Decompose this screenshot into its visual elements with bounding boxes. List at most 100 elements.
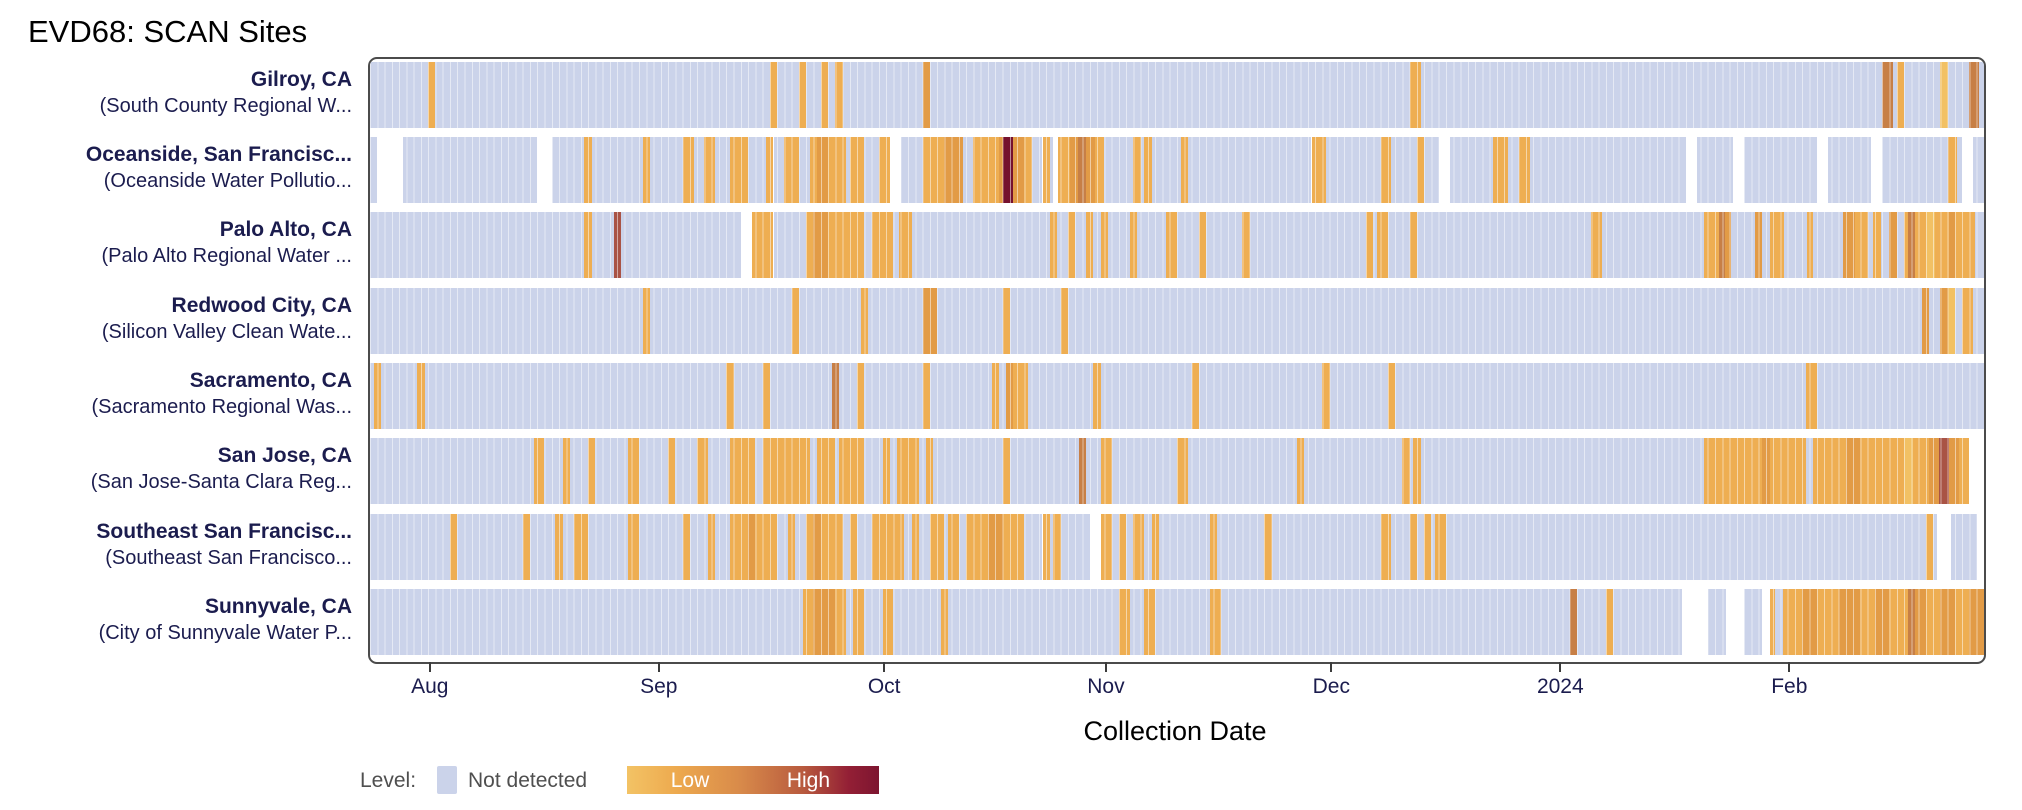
heatmap-segment-l2 xyxy=(1783,589,1803,656)
heatmap-segment-l2 xyxy=(1118,589,1130,656)
heatmap-segment-l2 xyxy=(1854,212,1868,279)
heatmap-segment-l4 xyxy=(831,363,839,429)
heatmap-segment-nd xyxy=(1387,212,1410,279)
heatmap-segment-l2 xyxy=(642,287,650,354)
heatmap-segment-nd xyxy=(1129,589,1145,656)
heatmap-segment-nd xyxy=(798,287,861,354)
heatmap-segment-l2 xyxy=(1413,438,1421,505)
site-facility: (Sacramento Regional Was... xyxy=(91,396,352,418)
heatmap-segment-l2 xyxy=(1954,589,1970,656)
heatmap-segment-l2 xyxy=(1959,438,1970,505)
heatmap-segment-nd xyxy=(918,513,930,580)
heatmap-segment-l2 xyxy=(835,61,843,128)
heatmap-segment-l2 xyxy=(1100,212,1108,279)
heatmap-segment-nd xyxy=(769,363,832,429)
heatmap-segment-nd xyxy=(1024,513,1043,580)
heatmap-segment-nd xyxy=(1009,287,1061,354)
heatmap-segment-nd xyxy=(1049,136,1054,203)
heatmap-segment-l2 xyxy=(828,212,865,279)
heatmap-segment-nd xyxy=(1009,438,1079,505)
heatmap-segment-l2 xyxy=(1366,212,1374,279)
heatmap-segment-l2 xyxy=(1058,136,1071,203)
heatmap-segment-l2 xyxy=(806,212,814,279)
tick-mark xyxy=(1330,662,1333,672)
heatmap-segment-l2 xyxy=(1409,212,1417,279)
heatmap-segment-nd xyxy=(1271,513,1381,580)
heatmap-segment-nd xyxy=(715,136,730,203)
x-axis-title: Collection Date xyxy=(1083,716,1267,746)
heatmap-segment-nd xyxy=(864,212,872,279)
heatmap-segment-nd xyxy=(1100,363,1192,429)
heatmap-segment-l4 xyxy=(1078,438,1087,505)
heatmap-segment-l2 xyxy=(1264,513,1272,580)
site-label: Redwood City, CA (Silicon Valley Clean Wa… xyxy=(0,286,352,352)
heatmap-segment-nd xyxy=(1329,363,1388,429)
tick-label: Aug xyxy=(411,675,449,698)
heatmap-segment-l2 xyxy=(973,136,999,203)
heatmap-segment-nd xyxy=(889,438,898,505)
heatmap-segment-nd xyxy=(620,212,741,279)
heatmap-segment-nd xyxy=(708,438,730,505)
heatmap-segment-l3 xyxy=(922,287,938,354)
heatmap-segment-l2 xyxy=(1094,136,1105,203)
heatmap-segment-l2 xyxy=(929,513,945,580)
heatmap-segment-l2 xyxy=(555,513,563,580)
heatmap-segment-l2 xyxy=(878,136,890,203)
heatmap-segment-l2 xyxy=(708,513,716,580)
heatmap-segment-nd xyxy=(918,438,927,505)
heatmap-segment-nd xyxy=(1445,513,1926,580)
heatmap-segment-nd xyxy=(1395,363,1806,429)
heatmap-segment-l2 xyxy=(1053,513,1061,580)
heatmap-segment-l2 xyxy=(1049,212,1058,279)
legend-low-label: Low xyxy=(670,769,710,792)
heatmap-segment-nd xyxy=(1954,287,1963,354)
heatmap-segment-nd xyxy=(962,136,974,203)
heatmap-segment-nd xyxy=(1816,363,1984,429)
heatmap-segment-l3 xyxy=(748,513,756,580)
heatmap-segment-l3 xyxy=(944,136,963,203)
site-facility: (San Jose-Santa Clara Reg... xyxy=(90,471,352,494)
heatmap-segment-l3 xyxy=(1874,589,1890,656)
heatmap-segment-l3 xyxy=(1940,589,1955,656)
heatmap-segment-l2 xyxy=(820,61,829,128)
heatmap-segment-nd xyxy=(370,513,450,580)
heatmap-segment-l3 xyxy=(1922,287,1930,354)
heatmap-segment-l2 xyxy=(373,363,381,429)
heatmap-segment-l2 xyxy=(762,363,770,429)
heatmap-segment-nd xyxy=(1784,212,1807,279)
heatmap-plot xyxy=(368,57,1986,664)
tick-mark xyxy=(428,662,431,672)
site-label: San Jose, CA (San Jose-Santa Clara Reg... xyxy=(0,436,352,502)
heatmap-segment-nd xyxy=(1126,513,1134,580)
heatmap-segment-nd xyxy=(638,513,683,580)
heatmap-segment-l2 xyxy=(729,438,756,505)
heatmap-segment-l2 xyxy=(926,438,934,505)
heatmap-segment-nd xyxy=(1420,61,1883,128)
heatmap-segment-l2 xyxy=(1889,589,1908,656)
heatmap-segment-l4 xyxy=(1907,589,1915,656)
heatmap-segment-l2 xyxy=(806,513,814,580)
heatmap-segment-nd xyxy=(857,513,872,580)
x-axis: Aug Sep Oct Nov Dec 2024 Feb xyxy=(368,662,1982,708)
site-facility: (Oceanside Water Pollutio... xyxy=(103,169,352,192)
tick-mark xyxy=(657,662,660,672)
heatmap-segment-l2 xyxy=(417,363,425,429)
heatmap-segment-nd xyxy=(1107,212,1130,279)
heatmap-segment-nd xyxy=(544,438,563,505)
heatmap-segment-l2 xyxy=(1118,513,1127,580)
heatmap-segment-nd xyxy=(1187,438,1297,505)
heatmap-segment-l2 xyxy=(820,513,843,580)
heatmap-segment-l2 xyxy=(1042,513,1050,580)
heatmap-segment-nd xyxy=(529,513,556,580)
heatmap-segment-l2 xyxy=(1151,513,1159,580)
heatmap-segment-l2 xyxy=(668,438,676,505)
site-city: Redwood City, CA xyxy=(171,293,352,317)
heatmap-segment-l2 xyxy=(726,363,734,429)
heatmap-segment-nd xyxy=(864,363,923,429)
heatmap-segment-nd xyxy=(649,136,683,203)
heatmap-segment-l2 xyxy=(762,438,810,505)
site-city: Oceanside, San Francisc... xyxy=(85,142,352,166)
heatmap-segment-l4 xyxy=(1969,61,1979,128)
heatmap-segment-l3 xyxy=(1845,438,1861,505)
heatmap-segment-nd xyxy=(1897,212,1904,279)
